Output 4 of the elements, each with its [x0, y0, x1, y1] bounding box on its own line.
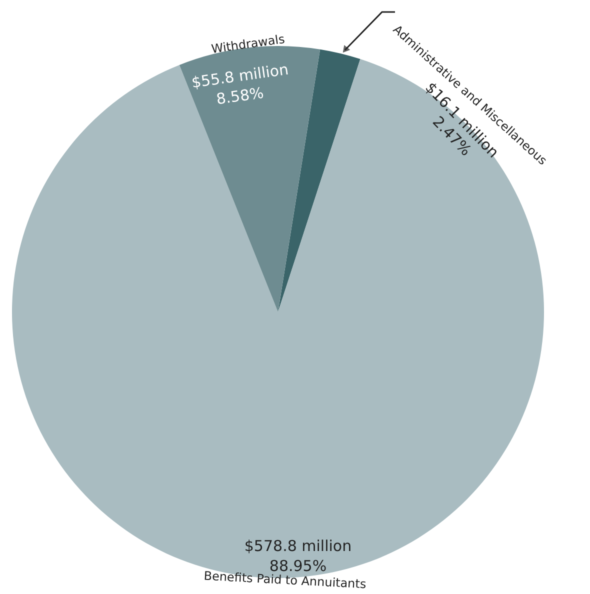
data-label: $578.8 million [244, 537, 352, 555]
text: 88.95% [269, 557, 327, 575]
text: 8.58% [215, 84, 265, 108]
slice-label: Withdrawals [210, 32, 286, 56]
